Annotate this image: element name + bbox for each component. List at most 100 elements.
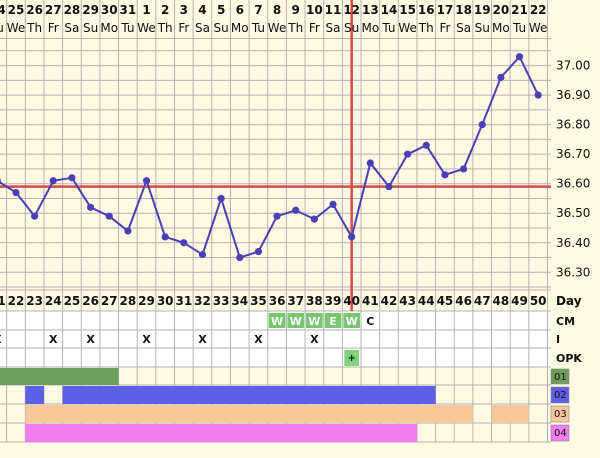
cycle-day: 47 xyxy=(474,294,491,308)
weekday: Mo xyxy=(231,21,249,35)
bar-03 xyxy=(25,405,473,423)
cycle-day: 37 xyxy=(287,294,304,308)
date-number: 21 xyxy=(511,3,528,17)
date-number: 2 xyxy=(161,3,169,17)
labels-layer: WWWEWCXXXXXXX+0102030424Tu2125We2226Th23… xyxy=(0,3,590,439)
cycle-day: 24 xyxy=(45,294,62,308)
row-label-opk: OPK xyxy=(556,352,582,365)
temperature-point xyxy=(273,212,281,220)
cycle-day: 40 xyxy=(343,294,360,308)
weekday: Su xyxy=(214,21,229,35)
temperature-line xyxy=(0,54,540,259)
temperature-point xyxy=(292,206,300,214)
intercourse-mark: X xyxy=(310,333,319,346)
date-number: 24 xyxy=(0,3,6,17)
legend-swatch-03 xyxy=(550,405,570,423)
temperature-point xyxy=(404,150,412,158)
temperature-point xyxy=(534,91,542,99)
weekday: We xyxy=(7,21,26,35)
row-label-i: I xyxy=(556,333,560,346)
temperature-point xyxy=(217,194,225,203)
cm-label: W xyxy=(346,315,358,328)
cycle-day: 33 xyxy=(213,294,230,308)
temperature-point xyxy=(329,200,337,208)
cycle-day: 41 xyxy=(362,294,379,308)
cm-cell xyxy=(268,313,286,328)
y-tick-label: 36.40 xyxy=(556,236,590,250)
temperature-point xyxy=(31,212,39,220)
weekday: We xyxy=(398,21,417,35)
date-number: 27 xyxy=(45,3,62,17)
y-tick-label: 36.60 xyxy=(556,177,590,191)
row-background xyxy=(0,348,551,367)
weekday: Mo xyxy=(100,21,118,35)
cycle-day: 44 xyxy=(418,294,435,308)
weekday: Su xyxy=(344,21,359,35)
weekday: Su xyxy=(83,21,98,35)
cycle-day: 21 xyxy=(0,294,6,308)
row-background xyxy=(0,330,551,348)
cm-cell xyxy=(306,313,323,328)
legend-label-02: 02 xyxy=(554,390,567,401)
intercourse-mark: X xyxy=(254,333,263,346)
cycle-day: 23 xyxy=(26,294,43,308)
grid-layer xyxy=(0,0,551,443)
opk-cell xyxy=(344,350,359,366)
temperature-point xyxy=(68,174,76,182)
cm-label: W xyxy=(308,315,320,328)
temperature-point xyxy=(49,177,57,185)
cycle-day: 50 xyxy=(530,294,547,308)
bar-04 xyxy=(25,424,417,442)
temperature-point xyxy=(385,183,393,191)
date-number: 5 xyxy=(217,3,225,17)
weekday: Tu xyxy=(120,21,134,35)
weekday: Tu xyxy=(251,21,265,35)
cycle-day: 42 xyxy=(381,294,398,308)
cm-cell xyxy=(287,313,305,328)
date-number: 22 xyxy=(530,3,547,17)
weekday: Su xyxy=(475,21,490,35)
cycle-day: 46 xyxy=(455,294,472,308)
date-number: 29 xyxy=(82,3,99,17)
date-number: 19 xyxy=(474,3,491,17)
weekday: Sa xyxy=(195,21,210,35)
temperature-point xyxy=(105,212,113,220)
date-number: 13 xyxy=(362,3,379,17)
weekday: Sa xyxy=(456,21,471,35)
intercourse-mark: X xyxy=(198,333,207,346)
temperature-point xyxy=(254,248,263,256)
date-number: 30 xyxy=(101,3,118,17)
temperature-point xyxy=(478,121,486,129)
cycle-day: 31 xyxy=(175,294,192,308)
date-number: 6 xyxy=(236,3,244,17)
cycle-day: 32 xyxy=(194,294,211,308)
row-cells-layer xyxy=(0,311,570,442)
temperature-point xyxy=(422,141,430,149)
temperature-point xyxy=(12,188,20,197)
date-number: 7 xyxy=(254,3,262,17)
weekday: Fr xyxy=(309,21,320,35)
temperature-point xyxy=(441,171,449,179)
temperature-point xyxy=(0,178,1,184)
date-number: 20 xyxy=(493,3,510,17)
date-number: 1 xyxy=(142,3,150,17)
date-number: 15 xyxy=(399,3,416,17)
date-number: 11 xyxy=(325,3,342,17)
weekday: Tu xyxy=(381,21,395,35)
temperature-point xyxy=(459,165,468,173)
cycle-day: 39 xyxy=(325,294,342,308)
row-label-cm: CM xyxy=(556,315,575,328)
weekday: Fr xyxy=(48,21,59,35)
legend-label-01: 01 xyxy=(554,372,567,383)
temperature-series-layer xyxy=(0,53,542,262)
y-tick-label: 36.50 xyxy=(556,206,590,220)
cycle-day: 45 xyxy=(437,294,454,308)
cycle-day: 34 xyxy=(231,294,248,308)
weekday: We xyxy=(529,21,548,35)
temperature-point xyxy=(348,233,356,241)
temperature-point xyxy=(124,227,132,235)
date-number: 17 xyxy=(437,3,454,17)
date-number: 26 xyxy=(26,3,43,17)
date-number: 12 xyxy=(343,3,360,17)
cm-label: C xyxy=(366,315,374,328)
